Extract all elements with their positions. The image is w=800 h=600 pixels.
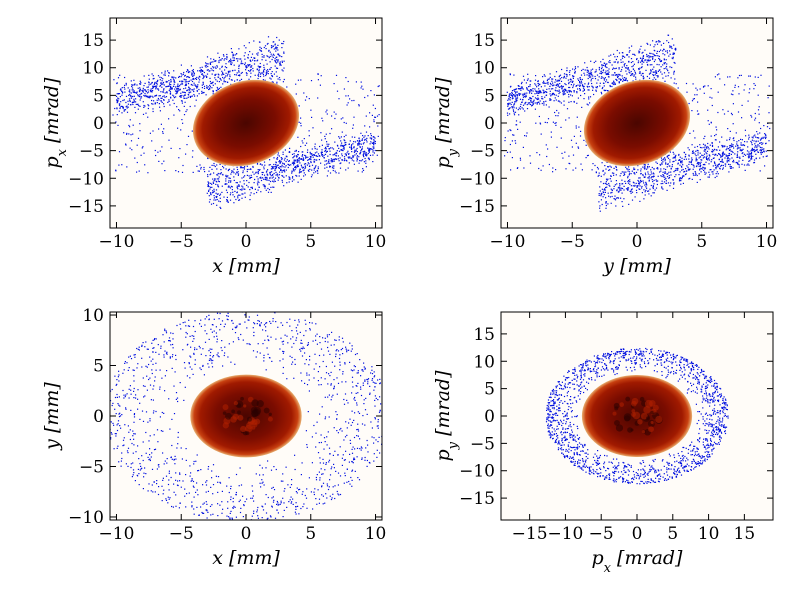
x-tick-label: −15: [512, 524, 548, 544]
x-tick-label: 5: [305, 232, 316, 252]
x-tick-label: 0: [241, 524, 252, 544]
y-tick-label: −5: [79, 457, 104, 477]
x-tick-label: 0: [632, 524, 643, 544]
x-tick-label: −10: [99, 232, 135, 252]
beam-core: [190, 374, 302, 458]
halo-particles: [112, 36, 380, 209]
x-tick-label: 5: [667, 524, 678, 544]
y-tick-label: −10: [459, 169, 495, 189]
x-axis-label: px [mrad]: [592, 547, 684, 576]
y-tick-label: −10: [68, 508, 104, 528]
y-tick-label: 0: [93, 407, 104, 427]
y-tick-label: 15: [82, 31, 104, 51]
y-axis-label: px [mrad]: [41, 77, 70, 169]
y-tick-label: −15: [459, 197, 495, 217]
y-axis-label: py [mrad]: [432, 370, 461, 462]
panel-x-y: −10 −5 0 5 10 −10 −5 0 5 10 x [mm] y [mm]: [41, 306, 387, 569]
halo-particles: [504, 34, 771, 212]
x-tick-label: 10: [756, 232, 778, 252]
y-tick-label: −5: [79, 142, 104, 162]
y-tick-label: −10: [68, 169, 104, 189]
y-tick-label: 0: [484, 114, 495, 134]
x-tick-label: 15: [734, 524, 756, 544]
halo-particles: [110, 312, 382, 520]
y-tick-label: 5: [93, 357, 104, 377]
y-tick-label: −15: [68, 197, 104, 217]
panel-x-px: −10 −5 0 5 10 −15 −10 −5 0 5 10 15 x [mm] px [mrad]: [41, 17, 387, 277]
y-tick-label: 10: [473, 352, 495, 372]
y-axis-label: y [mm]: [41, 382, 63, 451]
y-tick-label: 5: [93, 86, 104, 106]
panel-y-py: −10 −5 0 5 10 −15 −10 −5 0 5 10 15 y [mm] py [mrad]: [432, 17, 778, 277]
x-axis-label: y [mm]: [602, 255, 671, 277]
x-axis-label: x [mm]: [212, 547, 280, 569]
x-tick-label: 0: [632, 232, 643, 252]
core-texture: [612, 396, 663, 436]
x-tick-label: 5: [305, 524, 316, 544]
core-texture: [222, 396, 273, 436]
y-tick-label: −15: [459, 489, 495, 509]
x-tick-label: −10: [99, 524, 135, 544]
y-tick-label: 15: [473, 31, 495, 51]
y-tick-label: 10: [82, 306, 104, 326]
x-tick-label: −5: [169, 524, 194, 544]
x-tick-label: −10: [547, 524, 583, 544]
y-tick-label: −5: [470, 434, 495, 454]
x-tick-label: 10: [698, 524, 720, 544]
x-tick-label: −5: [560, 232, 585, 252]
x-tick-label: 5: [696, 232, 707, 252]
y-tick-label: 5: [484, 380, 495, 400]
x-tick-label: −5: [589, 524, 614, 544]
y-axis-label: py [mrad]: [432, 77, 461, 169]
y-tick-label: 5: [484, 86, 495, 106]
beam-core: [192, 79, 300, 167]
x-tick-label: −5: [169, 232, 194, 252]
y-tick-label: −10: [459, 462, 495, 482]
y-tick-label: 15: [473, 325, 495, 345]
y-tick-label: −5: [470, 142, 495, 162]
x-tick-label: −10: [490, 232, 526, 252]
halo-particles: [545, 347, 729, 485]
y-tick-label: 0: [93, 114, 104, 134]
x-tick-label: 10: [365, 232, 387, 252]
x-tick-label: 10: [365, 524, 387, 544]
beam-core: [583, 79, 691, 167]
y-tick-label: 0: [484, 407, 495, 427]
y-tick-label: 10: [82, 59, 104, 79]
y-tick-label: 10: [473, 59, 495, 79]
x-axis-label: x [mm]: [212, 255, 280, 277]
x-tick-label: 0: [241, 232, 252, 252]
